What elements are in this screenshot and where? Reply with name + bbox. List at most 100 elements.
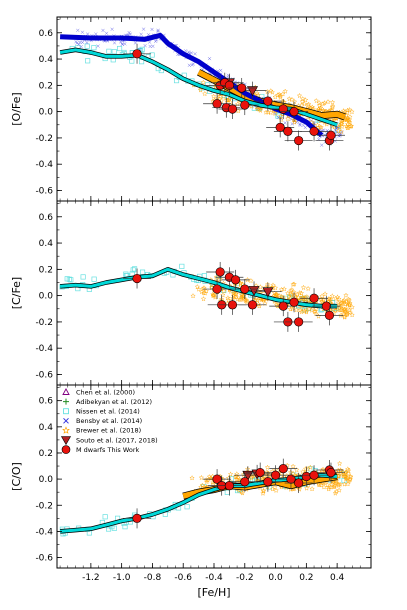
bensby-cross <box>80 30 85 34</box>
mdwarf-point <box>227 300 238 310</box>
brewer-star <box>232 473 239 480</box>
y-axis-label: [C/O] <box>10 462 23 491</box>
brewer-star <box>333 480 340 486</box>
mdwarf-point <box>237 83 247 93</box>
brewer-star <box>287 469 294 475</box>
brewer-star <box>336 460 343 467</box>
brewer-star <box>277 93 284 99</box>
brewer-star <box>313 310 319 317</box>
souto-point <box>262 287 274 298</box>
brewer-star <box>277 94 284 100</box>
nissen-square <box>64 276 70 282</box>
mdwarf-point <box>294 135 304 146</box>
brewer-star <box>318 124 324 130</box>
brewer-star <box>302 296 308 302</box>
bensby-cross <box>151 44 155 48</box>
brewer-star <box>301 100 308 107</box>
brewer-star <box>315 481 322 487</box>
bensby-cross <box>85 32 90 36</box>
brewer-star <box>316 102 323 109</box>
mdwarf-point <box>230 275 241 285</box>
bensby-cross <box>301 123 306 127</box>
legend: Chen et al. (2000) Adibekyan et al. (2012… <box>60 388 158 454</box>
brewer-star <box>276 292 283 299</box>
brewer-star <box>345 481 351 487</box>
brewer-star <box>260 297 267 303</box>
brewer-star <box>341 314 348 320</box>
brewer-star <box>345 296 352 302</box>
legend-label: Adibekyan et al. (2012) <box>76 398 152 406</box>
brewer-star <box>342 309 348 315</box>
nissen-square <box>201 273 207 279</box>
mdwarf-point <box>289 297 299 307</box>
brewer-star <box>335 128 342 134</box>
brewer-star <box>204 478 210 485</box>
y-tick-label: -0.6 <box>35 554 53 564</box>
bensby-cross <box>78 40 82 44</box>
plot-area <box>59 27 355 151</box>
legend-label: M dwarfs This Work <box>76 446 140 454</box>
x-tick-label: 0.2 <box>299 573 313 583</box>
mdwarf-point <box>324 310 335 320</box>
brewer-star <box>300 284 307 291</box>
x-tick-label: -1.0 <box>113 573 131 583</box>
y-axis-label: [O/Fe] <box>10 92 23 125</box>
bensby-cross <box>156 29 160 34</box>
bensby-cross <box>110 27 114 31</box>
brewer-star <box>272 94 279 100</box>
brewer-star <box>291 98 298 105</box>
brewer-star <box>344 109 350 116</box>
brewer-star <box>221 288 227 294</box>
brewer-star <box>337 307 344 313</box>
x-tick-label: 0.0 <box>268 573 283 583</box>
panel-1: 0.6 0.4 0.2 0.0 -0.2 -0.4 -0.6 [O/Fe] <box>10 16 372 202</box>
x-tick-label: -0.2 <box>236 573 254 583</box>
nissen-square <box>91 276 97 282</box>
bensby-cross <box>80 40 85 45</box>
brewer-star <box>227 99 234 105</box>
brewer-star <box>225 97 232 103</box>
brewer-star <box>349 304 355 310</box>
mdwarf-point <box>326 130 336 140</box>
brewer-star <box>298 102 305 108</box>
brewer-star <box>341 306 348 312</box>
brewer-star <box>238 488 245 495</box>
bensby-cross <box>190 63 194 67</box>
bensby-cross <box>139 32 143 36</box>
brewer-star <box>329 99 336 105</box>
brewer-star <box>198 474 205 481</box>
bensby-cross <box>104 31 109 36</box>
bensby-cross <box>193 52 197 56</box>
y-axis-label: [C/Fe] <box>10 277 23 309</box>
brewer-star <box>320 466 326 472</box>
brewer-star <box>329 103 336 109</box>
brewer-star <box>313 97 320 104</box>
mdwarf-point <box>212 99 222 109</box>
brewer-star <box>211 292 218 298</box>
bensby-cross <box>218 68 223 73</box>
mdwarf-point <box>227 104 238 114</box>
brewer-star <box>264 464 271 470</box>
mdwarf-point <box>247 300 258 310</box>
brewer-star <box>315 124 322 131</box>
brewer-star <box>286 95 293 102</box>
brewer-star <box>289 96 295 103</box>
brewer-star <box>269 89 276 95</box>
nissen-square <box>130 267 136 273</box>
brewer-star <box>304 293 310 300</box>
mdwarf-point <box>286 474 296 484</box>
mdwarf-point <box>132 273 142 284</box>
plot-area <box>59 458 354 537</box>
bensby-cross <box>283 121 287 125</box>
brewer-star <box>240 293 247 299</box>
mdwarf-point <box>283 126 293 136</box>
souto-point <box>246 86 258 97</box>
bensby-cross <box>207 56 212 61</box>
brewer-star <box>227 471 234 477</box>
brewer-star <box>290 463 296 469</box>
brewer-star <box>318 296 324 303</box>
brewer-star <box>347 473 354 479</box>
brewer-star <box>328 481 335 487</box>
brewer-star <box>264 281 271 288</box>
brewer-star <box>225 297 232 303</box>
